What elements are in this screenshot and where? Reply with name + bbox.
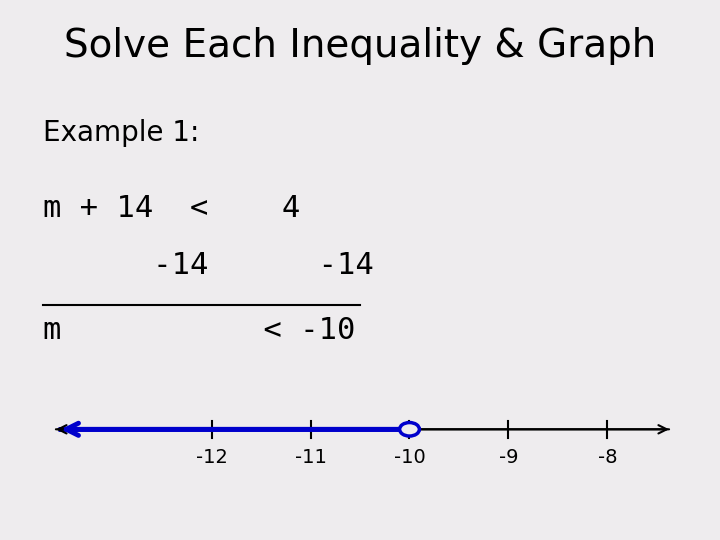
Text: m           < -10: m < -10: [43, 316, 356, 345]
Text: Example 1:: Example 1:: [43, 119, 199, 147]
Text: -10: -10: [394, 448, 426, 467]
Circle shape: [400, 422, 419, 436]
Text: m + 14  <    4: m + 14 < 4: [43, 194, 300, 224]
Text: Solve Each Inequality & Graph: Solve Each Inequality & Graph: [64, 27, 656, 65]
Text: -14      -14: -14 -14: [43, 251, 374, 280]
Text: -12: -12: [196, 448, 228, 467]
Text: -9: -9: [499, 448, 518, 467]
Text: -11: -11: [294, 448, 326, 467]
Text: -8: -8: [598, 448, 617, 467]
